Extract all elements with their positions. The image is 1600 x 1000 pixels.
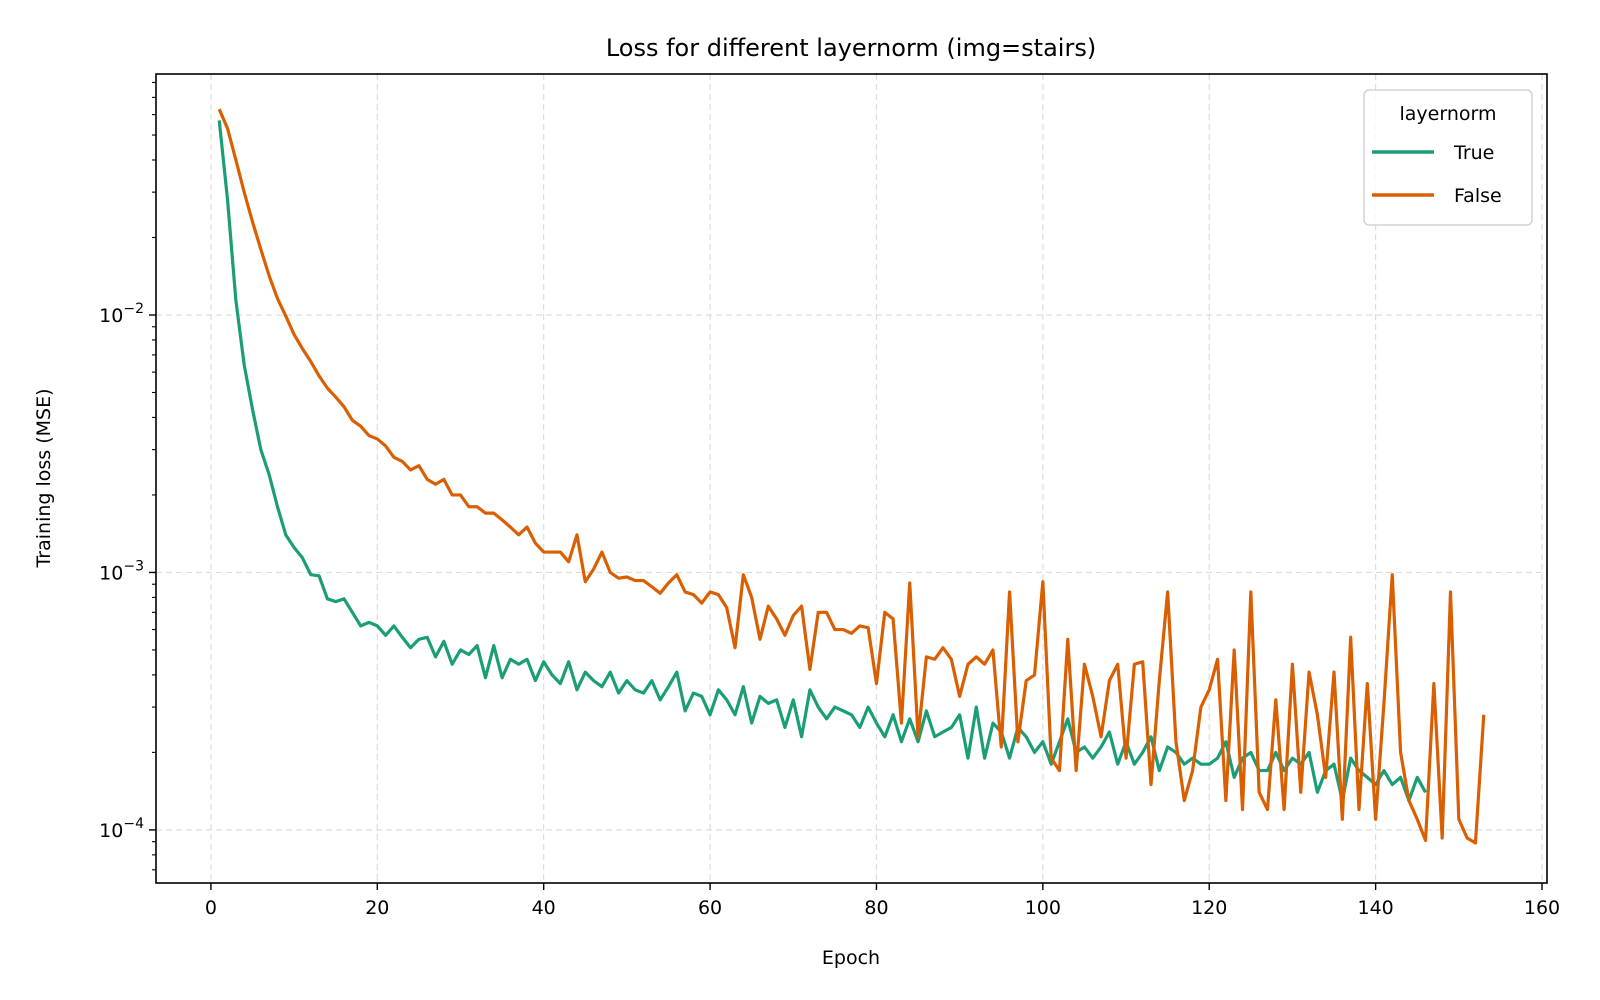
y-tick-label: 10−2 bbox=[99, 301, 144, 327]
x-axis-label: Epoch bbox=[822, 947, 880, 969]
grid bbox=[156, 74, 1547, 883]
axes-frame bbox=[155, 73, 1548, 884]
y-axis-label: Training loss (MSE) bbox=[33, 388, 55, 568]
legend-label-false: False bbox=[1454, 185, 1502, 207]
y-tick-label: 10−4 bbox=[99, 816, 144, 842]
legend-frame bbox=[1363, 89, 1533, 226]
x-tick-label: 160 bbox=[1524, 897, 1560, 919]
series-line-false bbox=[217, 108, 1486, 845]
x-tick-label: 0 bbox=[205, 897, 217, 919]
x-tick-label: 120 bbox=[1191, 897, 1227, 919]
series-line-true bbox=[217, 120, 1427, 803]
y-tick-label: 10−3 bbox=[99, 558, 144, 584]
x-axis: 0 20 40 60 80 100 120 140 160 bbox=[205, 883, 1560, 919]
series-layer bbox=[217, 108, 1486, 845]
legend: layernorm True False bbox=[1363, 89, 1533, 226]
x-tick-label: 80 bbox=[864, 897, 888, 919]
x-tick-label: 20 bbox=[365, 897, 389, 919]
x-tick-label: 100 bbox=[1025, 897, 1061, 919]
x-tick-label: 140 bbox=[1357, 897, 1393, 919]
legend-title: layernorm bbox=[1400, 103, 1497, 125]
chart-title: Loss for different layernorm (img=stairs… bbox=[606, 34, 1096, 62]
legend-label-true: True bbox=[1453, 142, 1494, 164]
y-axis: 10−4 10−3 10−2 bbox=[99, 81, 156, 871]
x-tick-label: 60 bbox=[698, 897, 722, 919]
x-tick-label: 40 bbox=[532, 897, 556, 919]
